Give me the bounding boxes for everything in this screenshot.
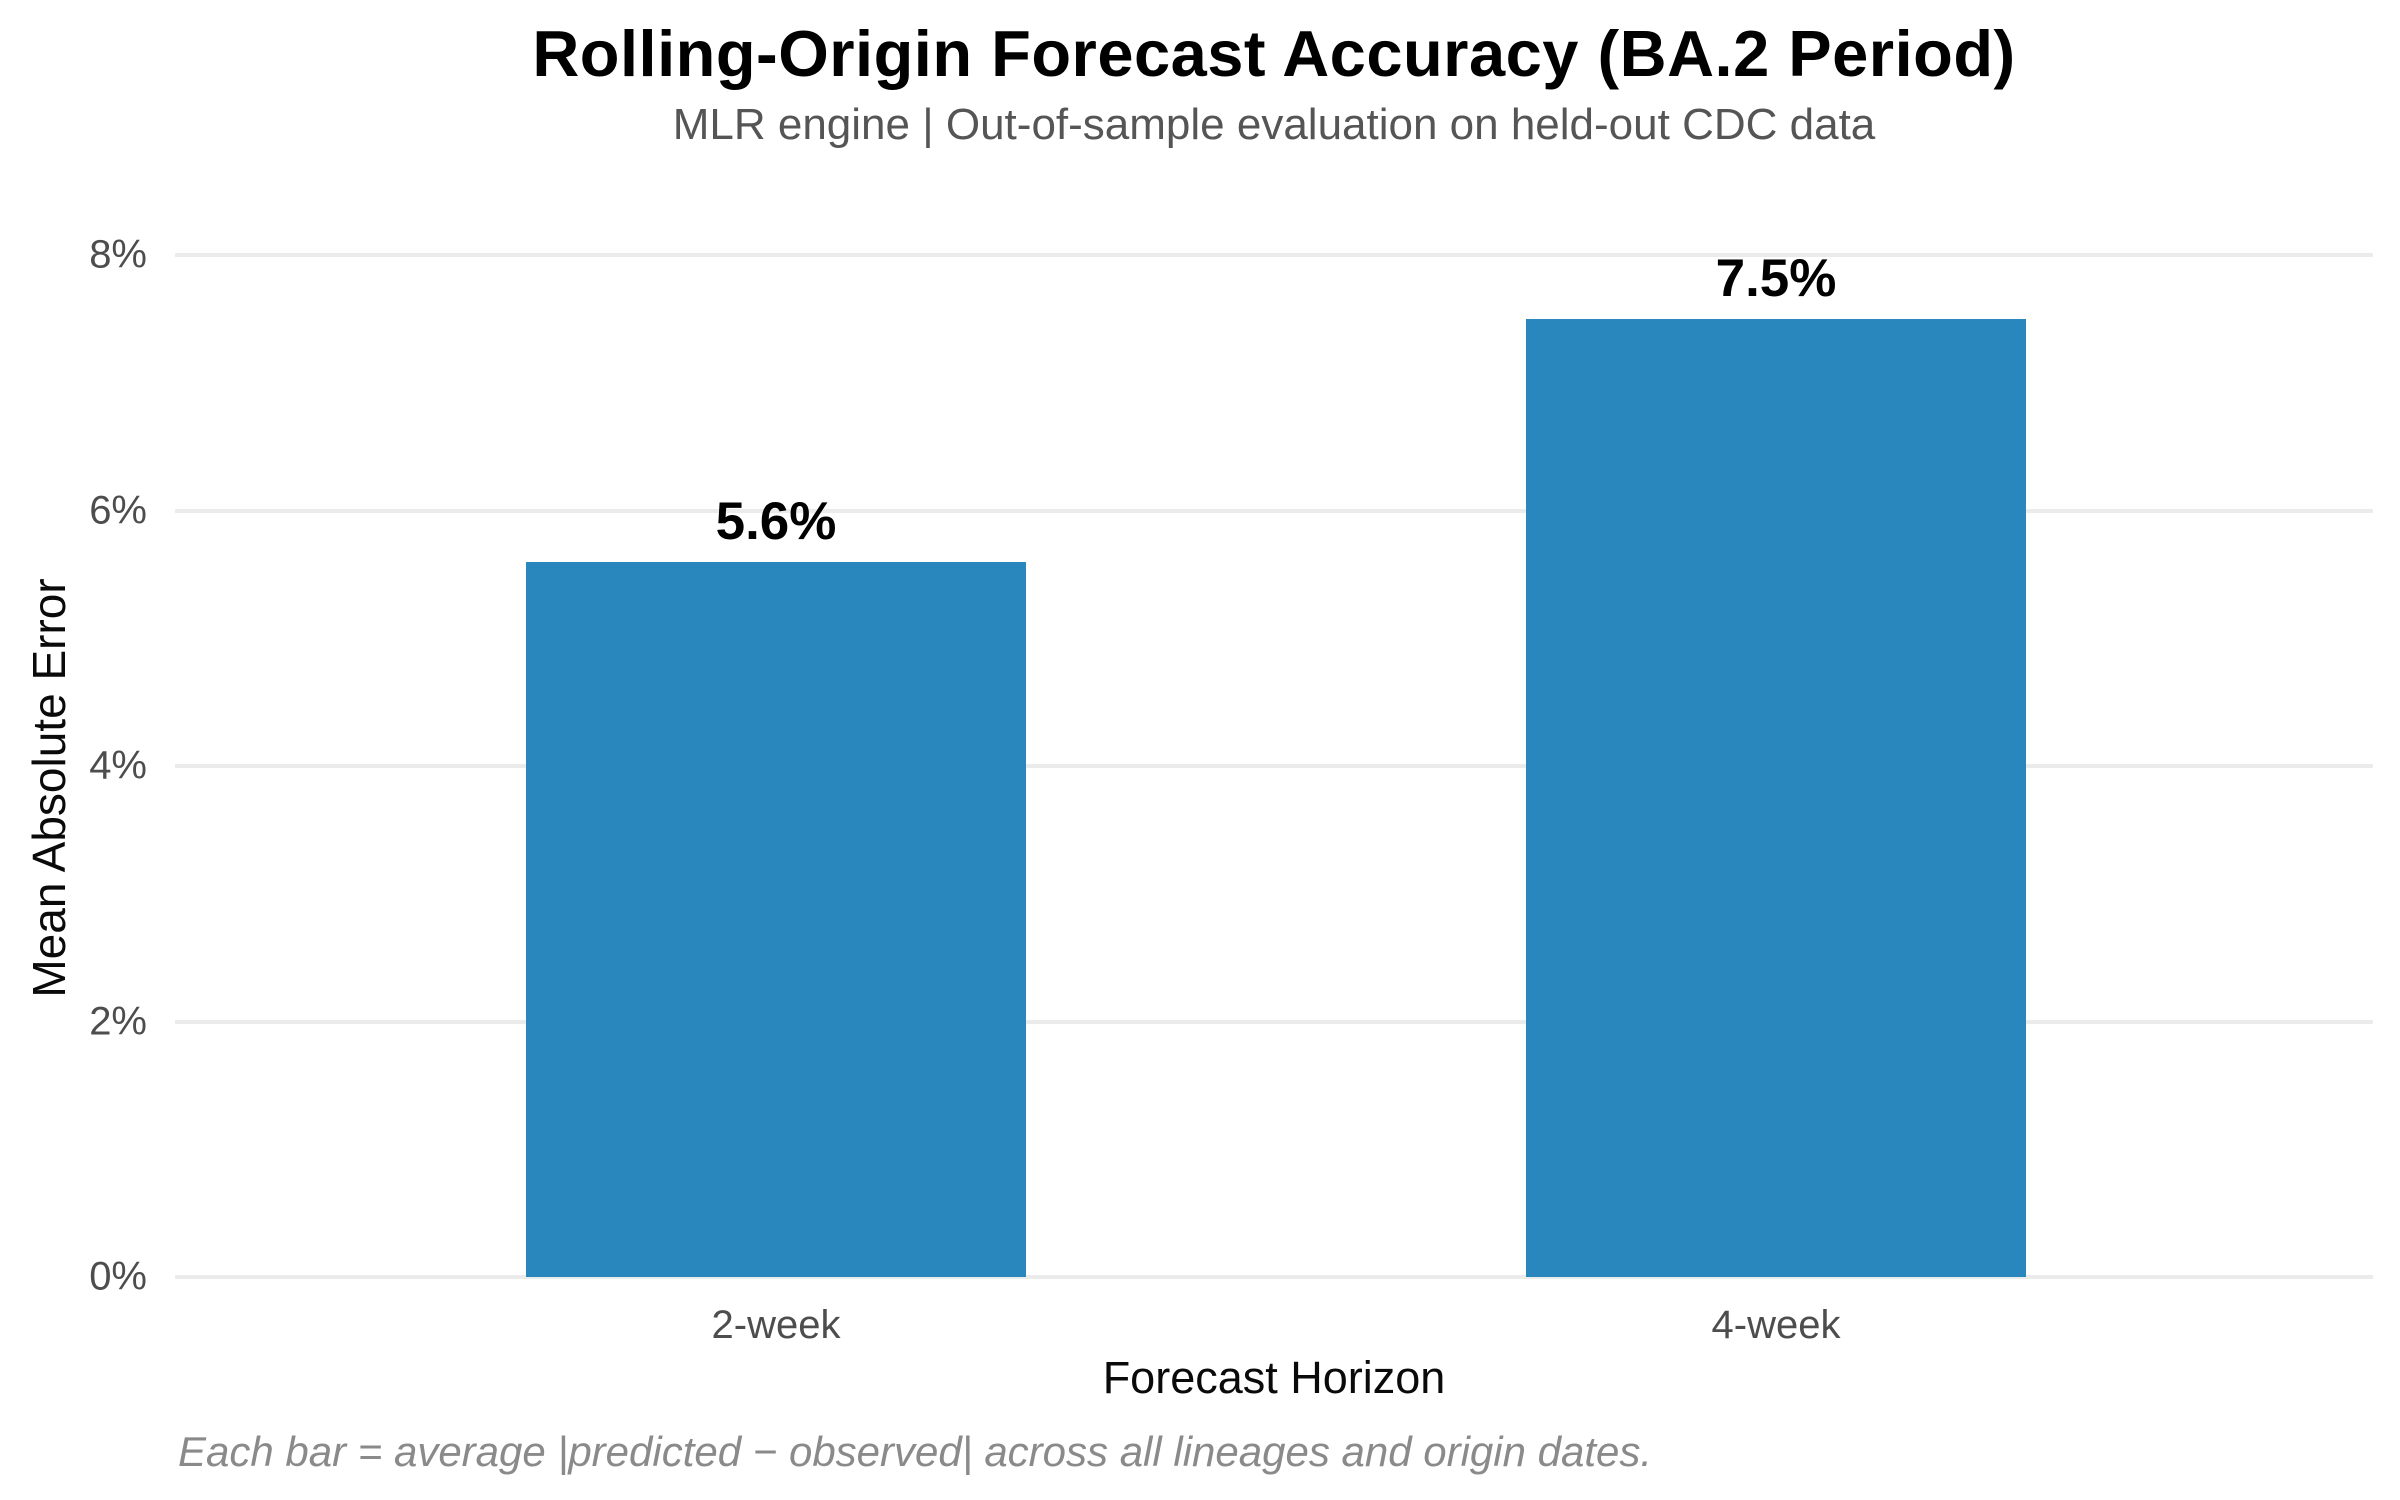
bar-group-4-week: 7.5% 4-week (1526, 248, 2026, 1347)
bar-2-week (526, 561, 1026, 1277)
gridline-6pct (175, 508, 2373, 513)
bar-4-week (1526, 318, 2026, 1277)
bar-value-label-4-week: 7.5% (1715, 248, 1837, 308)
chart-title: Rolling-Origin Forecast Accuracy (BA.2 P… (532, 17, 2016, 90)
plot-area: 0% 2% 4% 6% 8% 5.6% 2-week 7.5% 4-week (89, 235, 2373, 1347)
gridline-2pct (175, 1019, 2373, 1024)
bar-group-2-week: 5.6% 2-week (526, 255, 1026, 1347)
y-tick-label-0: 0% (89, 1254, 147, 1299)
y-axis-label: Mean Absolute Error (23, 578, 75, 998)
gridline-0pct (175, 1275, 2373, 1279)
chart-footnote: Each bar = average |predicted − observed… (178, 1428, 1653, 1475)
y-tick-label-1: 2% (89, 999, 147, 1044)
x-tick-label-4-week: 4-week (1711, 1303, 1841, 1347)
gridline-4pct (175, 764, 2373, 768)
y-tick-label-4: 8% (89, 232, 147, 277)
gridline-8pct (175, 253, 2373, 257)
y-tick-label-3: 6% (89, 488, 147, 533)
chart-subtitle: MLR engine | Out-of-sample evaluation on… (672, 100, 1876, 149)
x-axis-label: Forecast Horizon (1102, 1352, 1446, 1403)
y-tick-label-2: 4% (89, 743, 147, 788)
bar-value-label-2-week: 5.6% (715, 491, 837, 551)
x-tick-label-2-week: 2-week (711, 1303, 841, 1347)
